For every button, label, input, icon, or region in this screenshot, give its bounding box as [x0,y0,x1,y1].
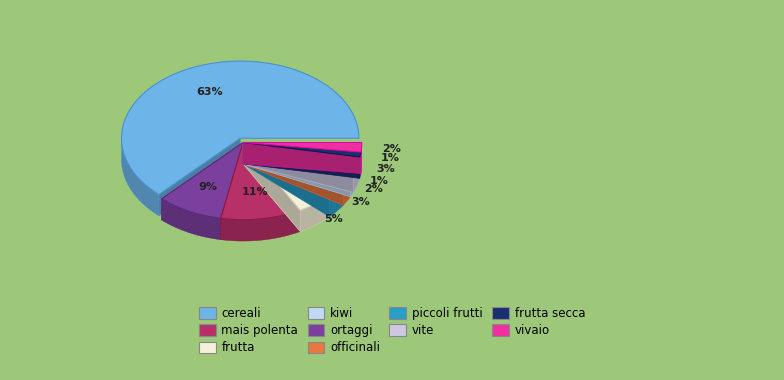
Polygon shape [329,184,343,217]
Polygon shape [300,195,329,231]
Polygon shape [243,142,350,184]
Polygon shape [162,199,221,240]
Polygon shape [243,142,361,174]
Polygon shape [354,157,360,192]
Polygon shape [243,142,354,175]
Polygon shape [221,210,300,241]
Polygon shape [243,142,361,174]
Polygon shape [221,142,243,240]
Polygon shape [159,138,240,216]
Polygon shape [350,171,354,197]
Polygon shape [243,142,350,197]
Polygon shape [122,139,159,216]
Polygon shape [122,61,359,195]
Polygon shape [243,142,354,192]
Polygon shape [243,142,361,152]
Polygon shape [243,142,360,171]
Polygon shape [343,175,350,205]
Polygon shape [243,142,360,178]
Text: 11%: 11% [241,187,268,197]
Polygon shape [243,142,343,205]
Polygon shape [243,142,300,231]
Polygon shape [243,142,343,205]
Polygon shape [243,142,329,217]
Polygon shape [243,142,361,157]
Polygon shape [243,142,329,210]
Text: 3%: 3% [351,196,370,207]
Polygon shape [243,142,343,195]
Text: 1%: 1% [380,153,399,163]
Polygon shape [221,142,243,240]
Legend: cereali, mais polenta, frutta, kiwi, ortaggi, officinali, piccoli frutti, vite, : cereali, mais polenta, frutta, kiwi, ort… [194,302,590,359]
Polygon shape [243,142,329,217]
Text: 2%: 2% [382,144,401,154]
Text: 2%: 2% [364,184,383,194]
Text: 1%: 1% [370,176,389,186]
Text: 9%: 9% [198,182,217,192]
Text: 3%: 3% [376,165,395,174]
Polygon shape [162,142,243,220]
Polygon shape [243,142,300,231]
Polygon shape [243,142,360,178]
Polygon shape [360,152,361,178]
Polygon shape [162,142,243,218]
Text: 5%: 5% [325,214,343,224]
Polygon shape [221,142,300,220]
Polygon shape [243,142,350,197]
Text: 63%: 63% [196,87,223,97]
Polygon shape [243,142,354,192]
